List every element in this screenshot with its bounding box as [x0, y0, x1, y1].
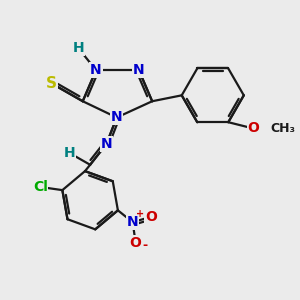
Text: O: O: [248, 121, 259, 135]
Text: O: O: [145, 210, 157, 224]
Text: N: N: [90, 63, 102, 77]
Text: CH₃: CH₃: [270, 122, 295, 135]
Text: -: -: [142, 239, 148, 252]
Text: H: H: [73, 41, 84, 55]
Text: N: N: [127, 215, 139, 229]
Text: S: S: [46, 76, 57, 91]
Text: +: +: [136, 209, 144, 219]
Text: H: H: [64, 146, 75, 160]
Text: N: N: [133, 63, 145, 77]
Text: N: N: [100, 137, 112, 151]
Text: Cl: Cl: [33, 180, 48, 194]
Text: O: O: [130, 236, 142, 250]
Text: N: N: [111, 110, 122, 124]
